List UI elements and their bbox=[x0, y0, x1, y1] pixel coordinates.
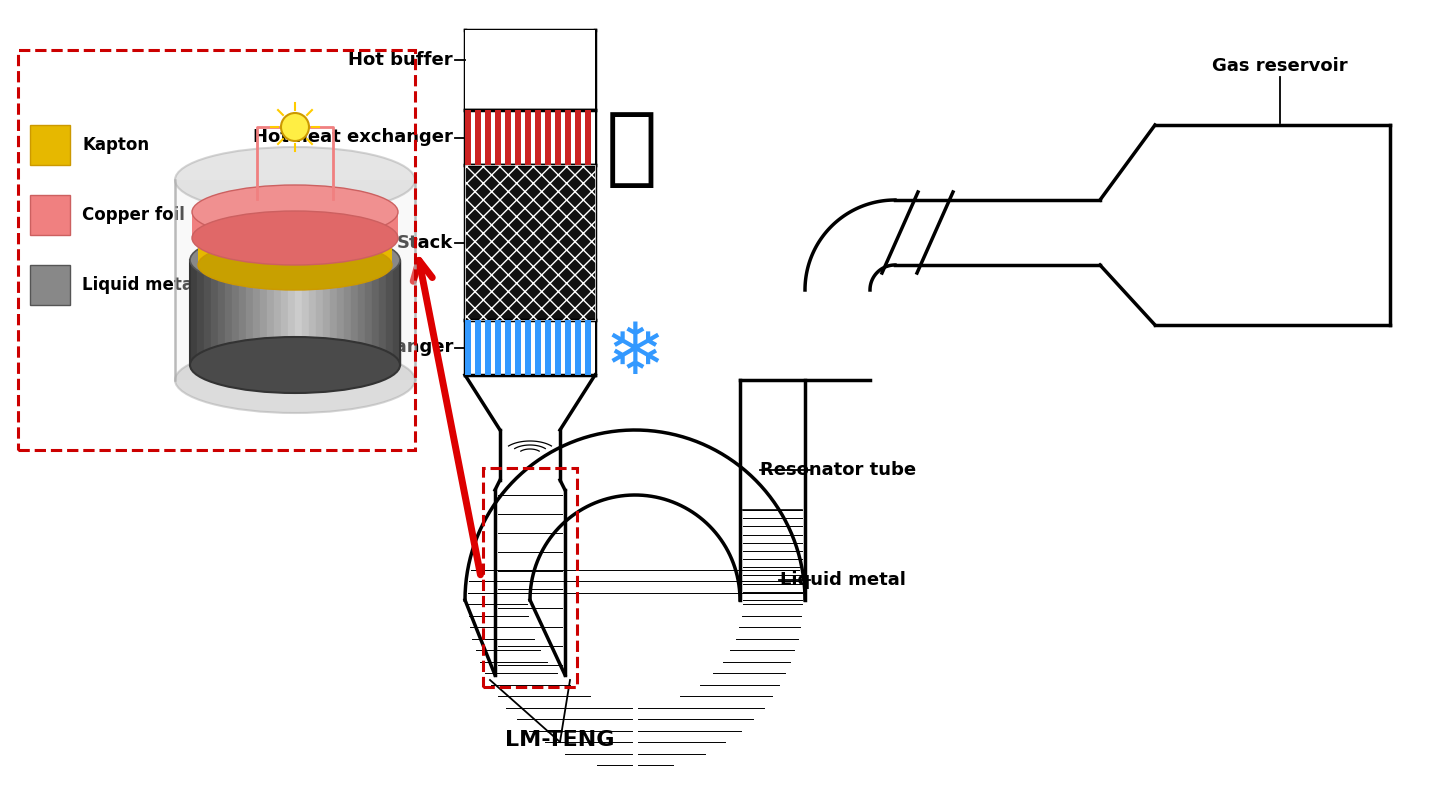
Text: ❄: ❄ bbox=[605, 321, 665, 390]
Ellipse shape bbox=[190, 232, 400, 288]
Bar bbox=[30, 265, 71, 305]
Ellipse shape bbox=[199, 240, 392, 290]
Bar bbox=[505, 320, 511, 375]
Bar bbox=[585, 320, 590, 375]
Bar bbox=[536, 320, 540, 375]
Bar bbox=[465, 110, 471, 165]
Bar bbox=[575, 320, 580, 375]
Bar bbox=[585, 110, 590, 165]
Bar bbox=[17, 50, 415, 450]
Ellipse shape bbox=[199, 208, 392, 258]
Bar bbox=[30, 195, 71, 235]
Bar bbox=[575, 110, 580, 165]
Bar bbox=[505, 110, 511, 165]
Bar bbox=[475, 110, 481, 165]
Ellipse shape bbox=[176, 347, 415, 413]
Bar bbox=[564, 110, 570, 165]
Text: Resonator tube: Resonator tube bbox=[760, 461, 916, 479]
Ellipse shape bbox=[192, 211, 397, 265]
Text: Cold heat exchanger: Cold heat exchanger bbox=[245, 339, 454, 356]
Bar bbox=[516, 320, 520, 375]
Text: Stack: Stack bbox=[397, 233, 454, 251]
Bar bbox=[495, 320, 501, 375]
Bar bbox=[554, 110, 560, 165]
Bar bbox=[465, 110, 595, 165]
Bar bbox=[544, 110, 550, 165]
Text: 🔥: 🔥 bbox=[606, 109, 658, 191]
Bar bbox=[30, 125, 71, 165]
Circle shape bbox=[281, 113, 310, 141]
Text: Hot buffer: Hot buffer bbox=[348, 51, 454, 69]
Ellipse shape bbox=[190, 337, 400, 393]
Bar bbox=[465, 165, 595, 320]
Text: Liquid metal: Liquid metal bbox=[780, 571, 906, 589]
Bar bbox=[485, 320, 491, 375]
Bar bbox=[465, 165, 595, 320]
Bar bbox=[564, 320, 570, 375]
Text: Kapton: Kapton bbox=[82, 136, 150, 154]
Bar bbox=[485, 110, 491, 165]
Bar bbox=[465, 30, 595, 110]
Bar bbox=[526, 320, 530, 375]
Bar bbox=[526, 110, 530, 165]
Ellipse shape bbox=[176, 147, 415, 213]
Bar bbox=[475, 320, 481, 375]
Bar bbox=[192, 212, 397, 238]
Bar bbox=[176, 180, 415, 380]
Text: Gas reservoir: Gas reservoir bbox=[1212, 57, 1348, 75]
Text: Liquid metal: Liquid metal bbox=[82, 276, 199, 294]
Bar bbox=[516, 110, 520, 165]
Bar bbox=[554, 320, 560, 375]
Ellipse shape bbox=[192, 185, 397, 239]
Bar bbox=[199, 233, 392, 265]
Text: LM-TENG: LM-TENG bbox=[505, 730, 615, 750]
Bar bbox=[482, 468, 577, 687]
Text: Copper foil: Copper foil bbox=[82, 206, 184, 224]
Text: Hot heat exchanger: Hot heat exchanger bbox=[253, 129, 454, 147]
Bar bbox=[536, 110, 540, 165]
Bar bbox=[465, 320, 595, 375]
Bar bbox=[544, 320, 550, 375]
Bar bbox=[465, 320, 471, 375]
Bar bbox=[495, 110, 501, 165]
